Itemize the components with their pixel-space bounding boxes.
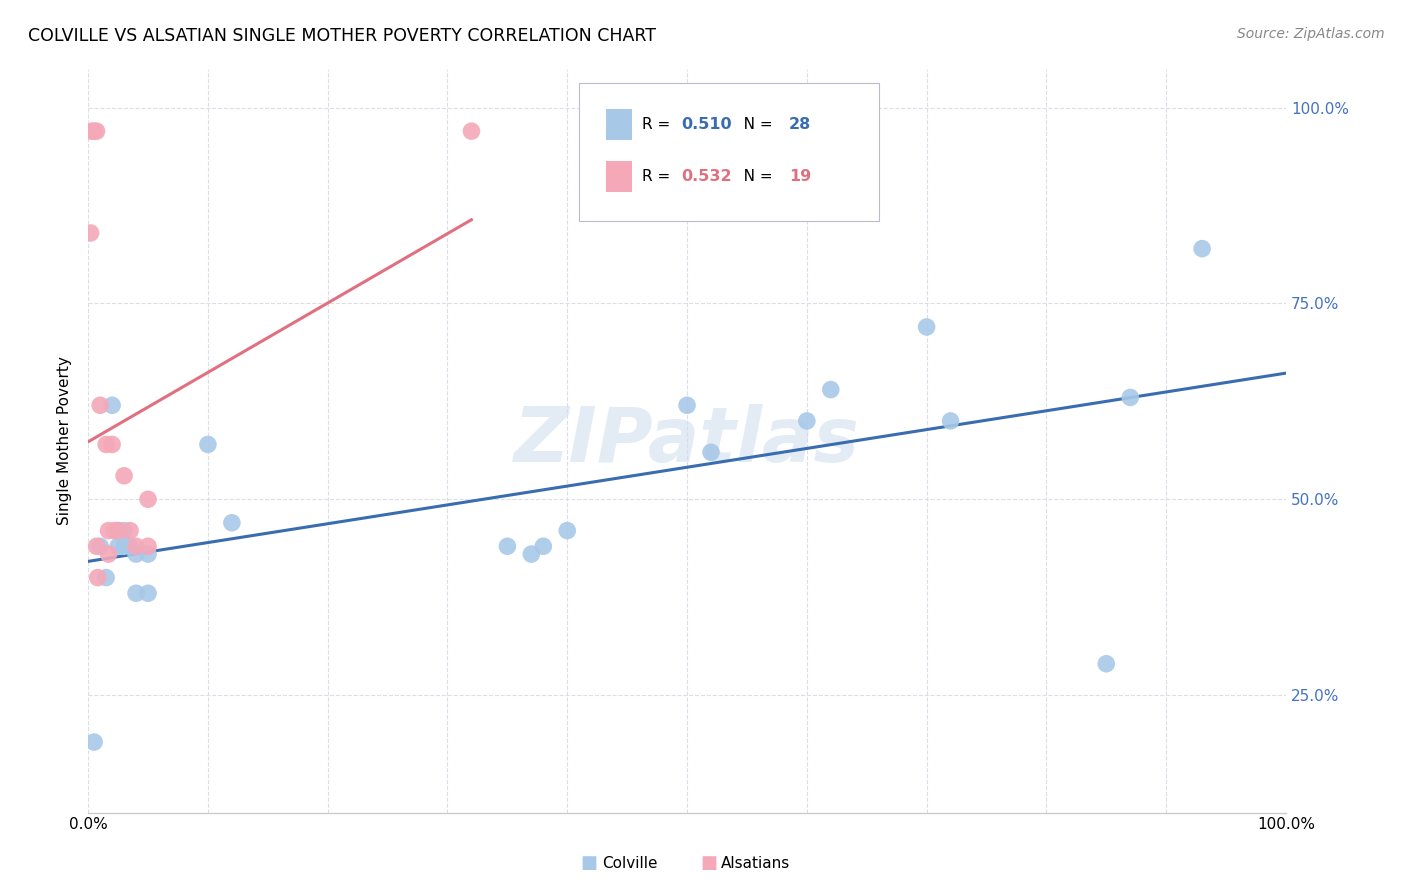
Point	[531, 539, 554, 553]
Bar	[606, 161, 631, 192]
Text: R =: R =	[641, 169, 675, 184]
Text: 0.510: 0.510	[681, 117, 731, 132]
Point	[915, 320, 938, 334]
Point	[83, 735, 105, 749]
Point	[197, 437, 219, 451]
Point	[94, 571, 117, 585]
Point	[136, 492, 159, 507]
Point	[97, 547, 120, 561]
Point	[1095, 657, 1118, 671]
Point	[555, 524, 578, 538]
Point	[136, 539, 159, 553]
Point	[700, 445, 723, 459]
Point	[460, 124, 482, 138]
Point	[97, 524, 120, 538]
Text: 0.532: 0.532	[681, 169, 731, 184]
Text: N =: N =	[728, 169, 778, 184]
Point	[107, 524, 129, 538]
Point	[101, 398, 124, 412]
Text: 19: 19	[789, 169, 811, 184]
Point	[125, 539, 148, 553]
Point	[1119, 391, 1142, 405]
Point	[86, 124, 108, 138]
Text: N =: N =	[728, 117, 778, 132]
Point	[496, 539, 519, 553]
Y-axis label: Single Mother Poverty: Single Mother Poverty	[58, 356, 72, 525]
Point	[94, 437, 117, 451]
Point	[83, 124, 105, 138]
Point	[112, 468, 135, 483]
Point	[112, 539, 135, 553]
Point	[80, 124, 103, 138]
Point	[120, 539, 142, 553]
Point	[939, 414, 962, 428]
Point	[112, 524, 135, 538]
Point	[107, 524, 129, 538]
Text: R =: R =	[641, 117, 675, 132]
Point	[221, 516, 243, 530]
Point	[79, 226, 101, 240]
Point	[87, 571, 110, 585]
Point	[136, 586, 159, 600]
Text: ■: ■	[700, 855, 717, 872]
Point	[125, 586, 148, 600]
Point	[101, 437, 124, 451]
Text: ZIPatlas: ZIPatlas	[515, 403, 860, 477]
Point	[676, 398, 699, 412]
Point	[86, 539, 108, 553]
Text: COLVILLE VS ALSATIAN SINGLE MOTHER POVERTY CORRELATION CHART: COLVILLE VS ALSATIAN SINGLE MOTHER POVER…	[28, 27, 657, 45]
Text: Alsatians: Alsatians	[721, 856, 790, 871]
Point	[136, 547, 159, 561]
Bar	[606, 109, 631, 140]
FancyBboxPatch shape	[579, 83, 879, 221]
Point	[820, 383, 842, 397]
Text: 28: 28	[789, 117, 811, 132]
Point	[796, 414, 818, 428]
Point	[120, 524, 142, 538]
Text: Source: ZipAtlas.com: Source: ZipAtlas.com	[1237, 27, 1385, 41]
Text: Colville: Colville	[602, 856, 657, 871]
Point	[103, 524, 125, 538]
Point	[125, 547, 148, 561]
Point	[107, 539, 129, 553]
Point	[520, 547, 543, 561]
Text: ■: ■	[581, 855, 598, 872]
Point	[1191, 242, 1213, 256]
Point	[89, 398, 111, 412]
Point	[89, 539, 111, 553]
